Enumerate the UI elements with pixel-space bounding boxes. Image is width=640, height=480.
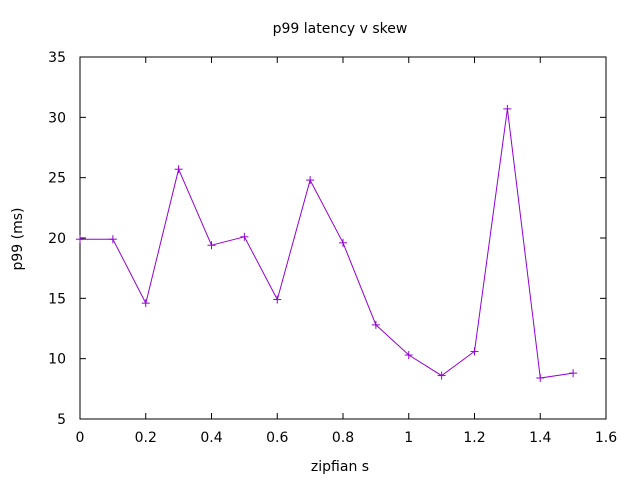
data-point [470, 347, 479, 356]
chart-title: p99 latency v skew [273, 21, 408, 37]
y-tick-label: 5 [57, 412, 66, 428]
data-point [404, 351, 413, 360]
x-tick-label: 1.2 [463, 430, 485, 446]
data-point [141, 299, 150, 308]
y-tick-label: 30 [48, 110, 66, 126]
x-tick-label: 0.4 [200, 430, 222, 446]
x-tick-label: 0.8 [332, 430, 354, 446]
x-tick-label: 1 [404, 430, 413, 446]
data-point [371, 320, 380, 329]
data-point [569, 369, 578, 378]
axis-ticks: 0 0.2 0.4 0.6 0.8 1 1.2 1.4 1.6 5 10 15 20 25 30 35 [48, 50, 617, 446]
data-point [76, 235, 84, 244]
y-tick-label: 20 [48, 231, 66, 247]
y-tick-label: 25 [48, 171, 66, 187]
data-point [207, 241, 216, 250]
data-point [437, 371, 446, 380]
data-point [306, 176, 315, 185]
x-tick-label: 0.2 [135, 430, 157, 446]
data-point [240, 232, 249, 241]
data-point [536, 373, 545, 382]
data-point [174, 165, 183, 174]
series-layer [76, 104, 578, 382]
y-tick-label: 10 [48, 352, 66, 368]
y-tick-label: 35 [48, 50, 66, 66]
x-tick-label: 0 [76, 430, 85, 446]
x-tick-label: 0.6 [266, 430, 288, 446]
data-point [503, 104, 512, 113]
x-tick-label: 1.4 [529, 430, 551, 446]
data-point [108, 235, 117, 244]
data-point [339, 238, 347, 247]
x-axis-label: zipfian s [311, 459, 369, 475]
plot-frame [79, 56, 607, 420]
y-axis-label: p99 (ms) [10, 207, 26, 270]
y-tick-label: 15 [48, 291, 66, 307]
series-line [80, 108, 574, 379]
x-tick-label: 1.6 [595, 430, 617, 446]
data-point [273, 295, 282, 304]
